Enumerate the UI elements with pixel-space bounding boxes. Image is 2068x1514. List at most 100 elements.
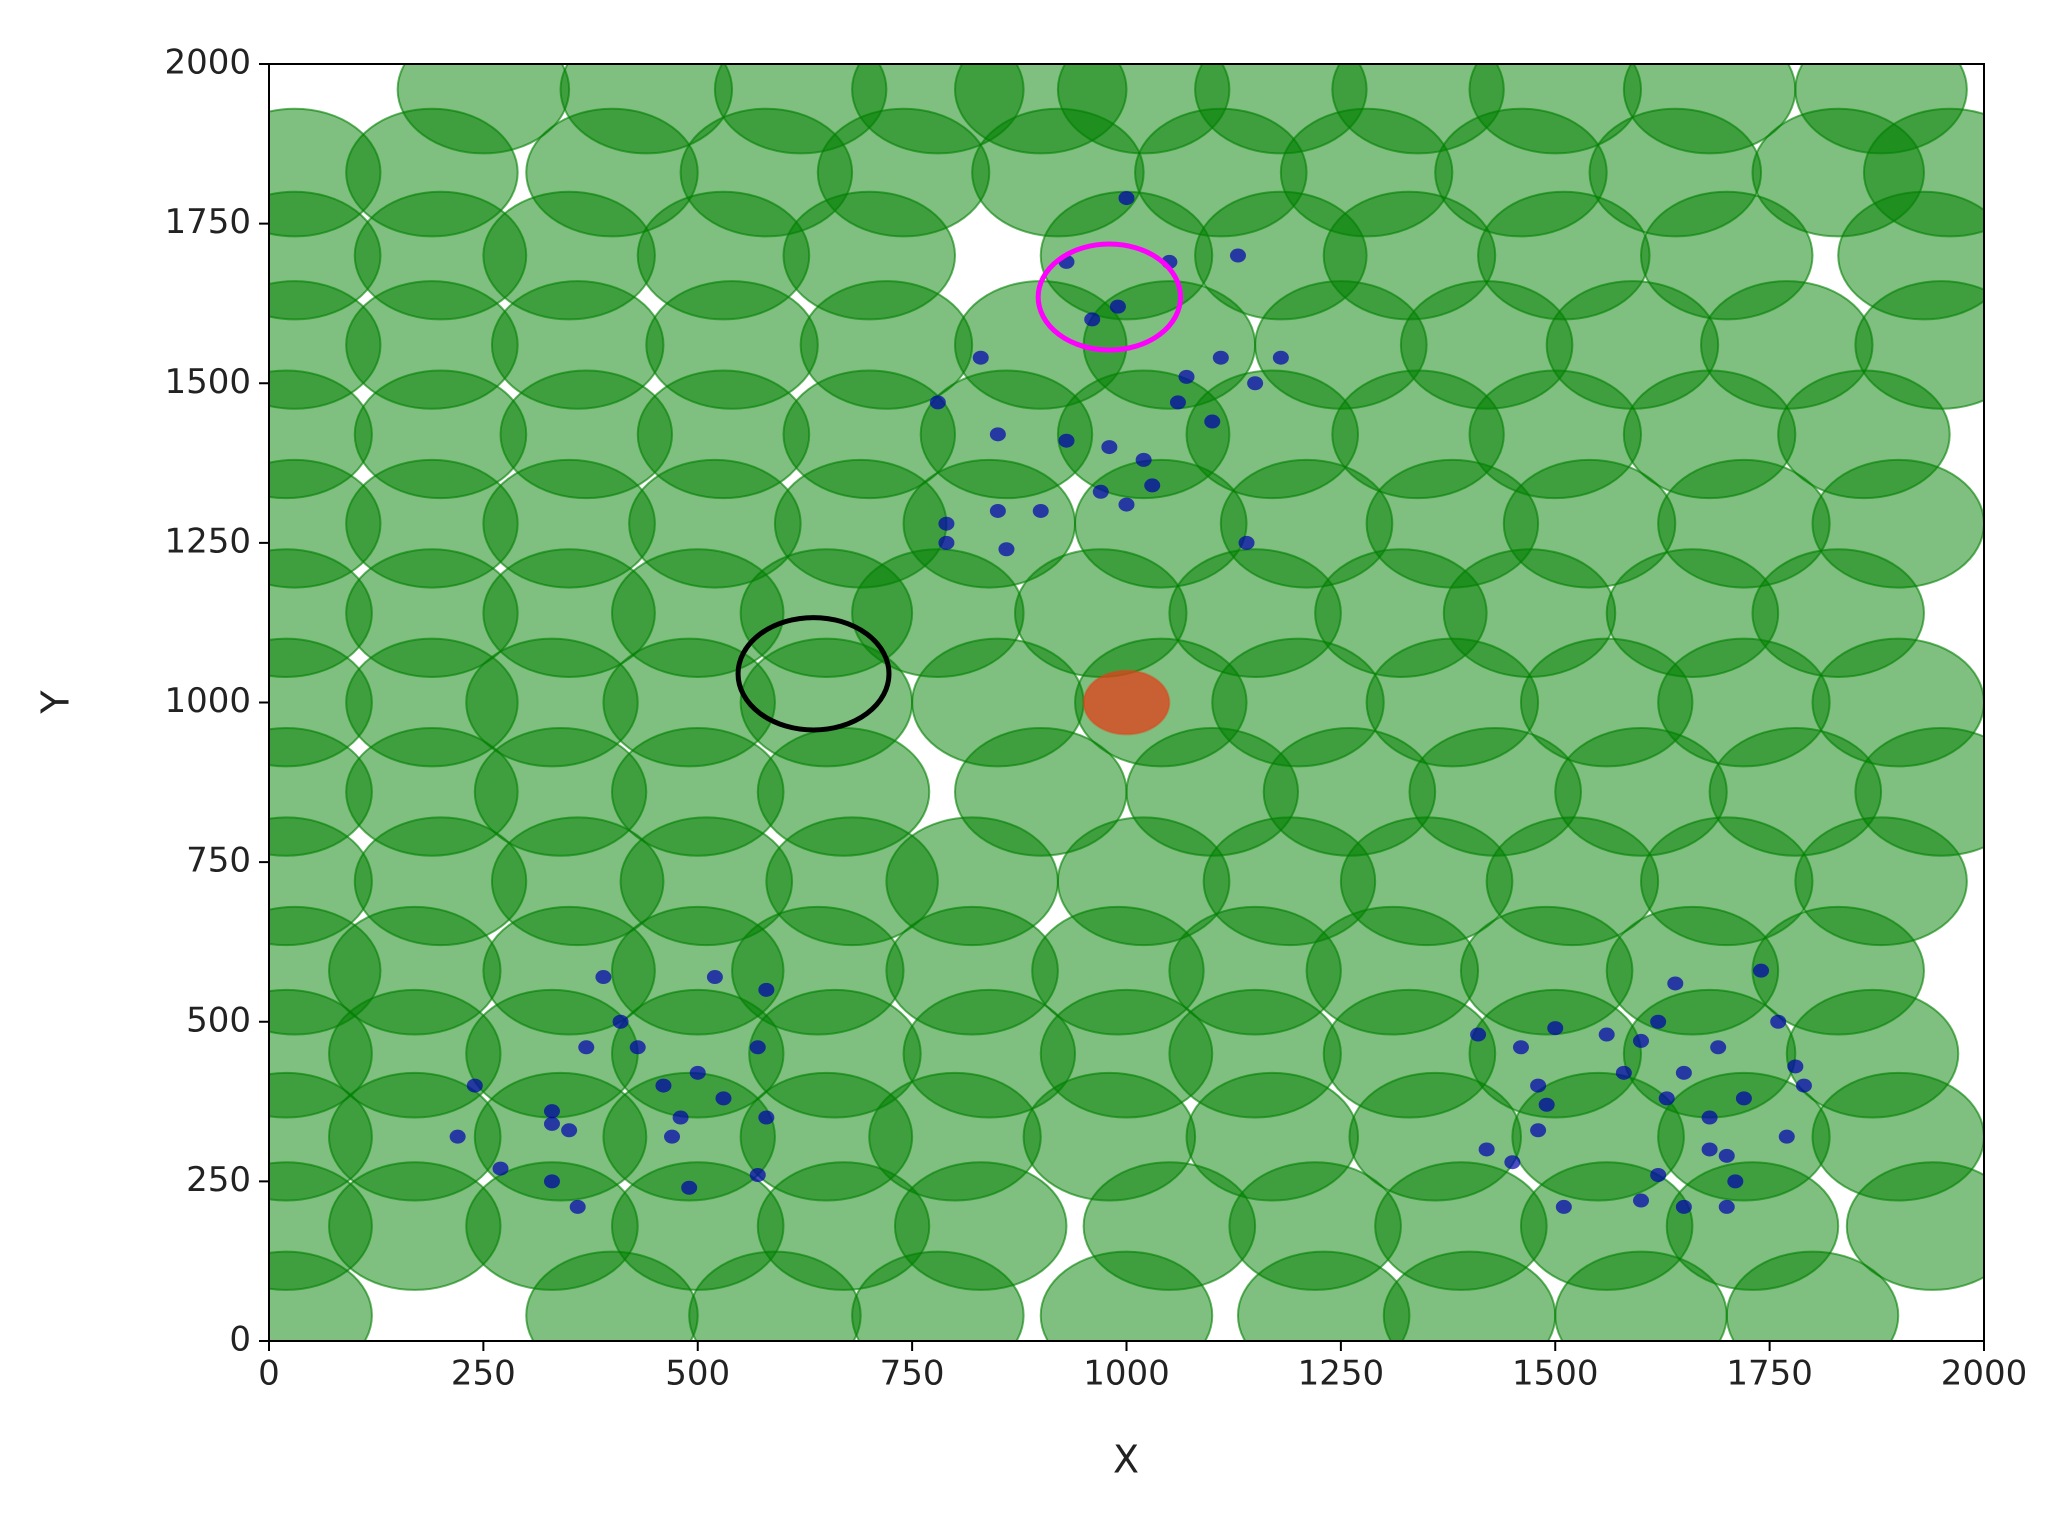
y-tick-label: 1000 [164,681,251,721]
point [1144,478,1161,493]
point [929,395,946,410]
point [578,1040,595,1055]
x-tick-label: 500 [665,1354,730,1394]
x-tick-label: 1000 [1083,1354,1170,1394]
coverage-circle [269,1250,373,1341]
point [1058,433,1075,448]
y-axis-label: Y [34,690,78,715]
coverage-circle [1039,1250,1214,1341]
point [1795,1078,1812,1093]
point [989,427,1006,442]
point [972,350,989,365]
point [1538,1097,1555,1112]
point [1212,350,1229,365]
x-tick-label: 250 [451,1354,516,1394]
point [1727,1174,1744,1189]
coverage-circle [1845,1161,1984,1291]
point [1229,248,1246,263]
y-tick-label: 0 [229,1320,251,1360]
point [1204,414,1221,429]
y-tick-label: 1750 [164,202,251,242]
point [1530,1078,1547,1093]
x-tick-label: 2000 [1941,1354,2028,1394]
point [1633,1193,1649,1208]
coverage-circle [851,1250,1025,1341]
point [758,982,775,997]
point [543,1116,560,1131]
point [1710,1040,1727,1055]
x-tick-label: 1750 [1726,1354,1813,1394]
point [1633,1033,1649,1048]
point [449,1129,466,1144]
plot-area [269,64,1984,1341]
point [1787,1059,1804,1074]
point [1178,369,1195,384]
point [1135,452,1152,467]
y-tick-label: 500 [186,1000,251,1040]
point [715,1091,732,1106]
point [681,1180,698,1195]
point [1032,503,1049,518]
point [989,503,1006,518]
point [1084,312,1101,327]
point [664,1129,681,1144]
y-tick-label: 2000 [164,43,251,83]
point [492,1161,509,1176]
point [758,1110,775,1125]
point [672,1110,689,1125]
point [561,1123,578,1138]
x-tick-label: 1500 [1512,1354,1599,1394]
point [1598,1027,1615,1042]
marker-circle [1082,669,1171,736]
point [749,1167,766,1182]
y-tick-label: 1250 [164,521,251,561]
point [1169,395,1186,410]
point [629,1040,646,1055]
y-tick-label: 1500 [164,362,251,402]
point [1753,963,1770,978]
point [1770,1014,1787,1029]
point [1658,1091,1675,1106]
y-tick-label: 750 [186,841,251,881]
point [543,1174,560,1189]
point [938,516,955,531]
point [543,1104,560,1119]
point [612,1014,629,1029]
point [1667,976,1684,991]
point [1615,1065,1632,1080]
point [1238,535,1255,550]
point [1118,497,1135,512]
point [595,970,612,985]
point [1478,1142,1495,1157]
point [1092,484,1109,499]
point [689,1065,706,1080]
point [1778,1129,1795,1144]
point [998,542,1015,557]
point [1675,1199,1692,1214]
point [1272,350,1289,365]
marker-circle [1035,241,1184,353]
point [749,1040,766,1055]
point [1650,1014,1667,1029]
point [1247,376,1264,391]
point [1101,440,1118,455]
point [938,535,955,550]
point [1512,1040,1529,1055]
x-tick-label: 0 [258,1354,280,1394]
point [706,970,723,985]
x-tick-label: 750 [880,1354,945,1394]
point [1118,191,1135,206]
point [1675,1065,1692,1080]
point [1504,1155,1521,1170]
marker-circle [735,615,892,733]
point [1555,1199,1572,1214]
point [1109,299,1126,314]
point [1718,1199,1735,1214]
x-axis-label: X [1113,1438,1139,1482]
y-tick-label: 250 [186,1160,251,1200]
point [1650,1167,1667,1182]
point [655,1078,672,1093]
point [1701,1110,1718,1125]
point [1718,1148,1735,1163]
